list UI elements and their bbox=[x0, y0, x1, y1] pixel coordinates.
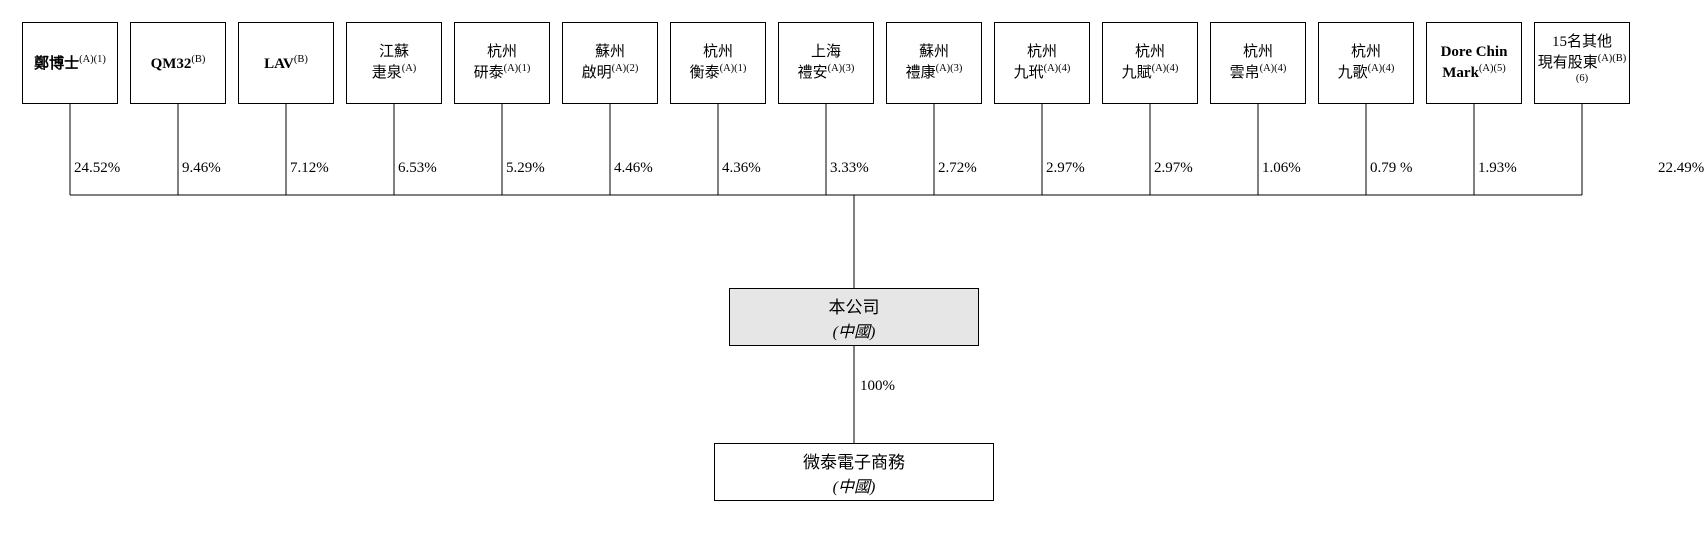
ownership-percent: 2.97% bbox=[1154, 160, 1193, 177]
subsidiary-region: (中國) bbox=[833, 473, 876, 497]
ownership-percent: 2.72% bbox=[938, 160, 977, 177]
shareholder-box: 鄭博士(A)(1) bbox=[22, 22, 118, 104]
ownership-percent: 2.97% bbox=[1046, 160, 1085, 177]
shareholder-label: Dore ChinMark(A)(5) bbox=[1441, 43, 1508, 83]
shareholder-label: QM32(B) bbox=[151, 53, 206, 74]
shareholder-label: 杭州九賦(A)(4) bbox=[1122, 43, 1179, 83]
ownership-percent: 1.06% bbox=[1262, 160, 1301, 177]
shareholder-box: 15名其他現有股東(A)(B)(6) bbox=[1534, 22, 1630, 104]
ownership-percent: 0.79 % bbox=[1370, 160, 1413, 177]
shareholder-box: QM32(B) bbox=[130, 22, 226, 104]
shareholder-label: 15名其他現有股東(A)(B)(6) bbox=[1537, 33, 1627, 93]
shareholder-box: 杭州衡泰(A)(1) bbox=[670, 22, 766, 104]
subsidiary-box: 微泰電子商務(中國) bbox=[714, 443, 994, 501]
ownership-percent: 1.93% bbox=[1478, 160, 1517, 177]
ownership-percent: 4.46% bbox=[614, 160, 653, 177]
shareholder-label: 上海禮安(A)(3) bbox=[798, 43, 855, 83]
shareholder-label: 杭州九玳(A)(4) bbox=[1014, 43, 1071, 83]
company-name: 本公司 bbox=[829, 293, 880, 318]
shareholder-box: 蘇州禮康(A)(3) bbox=[886, 22, 982, 104]
ownership-percent: 22.49% bbox=[1658, 160, 1704, 177]
shareholder-box: Dore ChinMark(A)(5) bbox=[1426, 22, 1522, 104]
ownership-percent: 7.12% bbox=[290, 160, 329, 177]
shareholder-box: 杭州九玳(A)(4) bbox=[994, 22, 1090, 104]
shareholder-box: 杭州九歌(A)(4) bbox=[1318, 22, 1414, 104]
ownership-percent: 24.52% bbox=[74, 160, 120, 177]
company-box: 本公司(中國) bbox=[729, 288, 979, 346]
org-structure-diagram: 鄭博士(A)(1) 24.52% QM32(B) 9.46% LAV(B) 7.12% 江蘇… bbox=[0, 0, 1708, 546]
shareholder-label: 杭州雲帛(A)(4) bbox=[1230, 43, 1287, 83]
ownership-percent: 5.29% bbox=[506, 160, 545, 177]
shareholder-box: 杭州研泰(A)(1) bbox=[454, 22, 550, 104]
ownership-percent: 9.46% bbox=[182, 160, 221, 177]
shareholder-box: 蘇州啟明(A)(2) bbox=[562, 22, 658, 104]
shareholder-box: 江蘇疌泉(A) bbox=[346, 22, 442, 104]
subsidiary-ownership-percent: 100% bbox=[860, 378, 895, 395]
subsidiary-name: 微泰電子商務 bbox=[803, 448, 905, 473]
shareholder-label: 杭州衡泰(A)(1) bbox=[690, 43, 747, 83]
shareholder-label: 鄭博士(A)(1) bbox=[34, 53, 106, 74]
shareholder-label: LAV(B) bbox=[264, 53, 308, 74]
shareholder-label: 江蘇疌泉(A) bbox=[372, 43, 417, 83]
shareholder-box: 杭州雲帛(A)(4) bbox=[1210, 22, 1306, 104]
shareholder-box: 杭州九賦(A)(4) bbox=[1102, 22, 1198, 104]
company-region: (中國) bbox=[833, 318, 876, 342]
shareholder-label: 杭州九歌(A)(4) bbox=[1338, 43, 1395, 83]
ownership-percent: 3.33% bbox=[830, 160, 869, 177]
shareholder-box: LAV(B) bbox=[238, 22, 334, 104]
ownership-percent: 6.53% bbox=[398, 160, 437, 177]
shareholder-label: 杭州研泰(A)(1) bbox=[474, 43, 531, 83]
shareholder-label: 蘇州禮康(A)(3) bbox=[906, 43, 963, 83]
shareholder-label: 蘇州啟明(A)(2) bbox=[582, 43, 639, 83]
shareholder-box: 上海禮安(A)(3) bbox=[778, 22, 874, 104]
ownership-percent: 4.36% bbox=[722, 160, 761, 177]
